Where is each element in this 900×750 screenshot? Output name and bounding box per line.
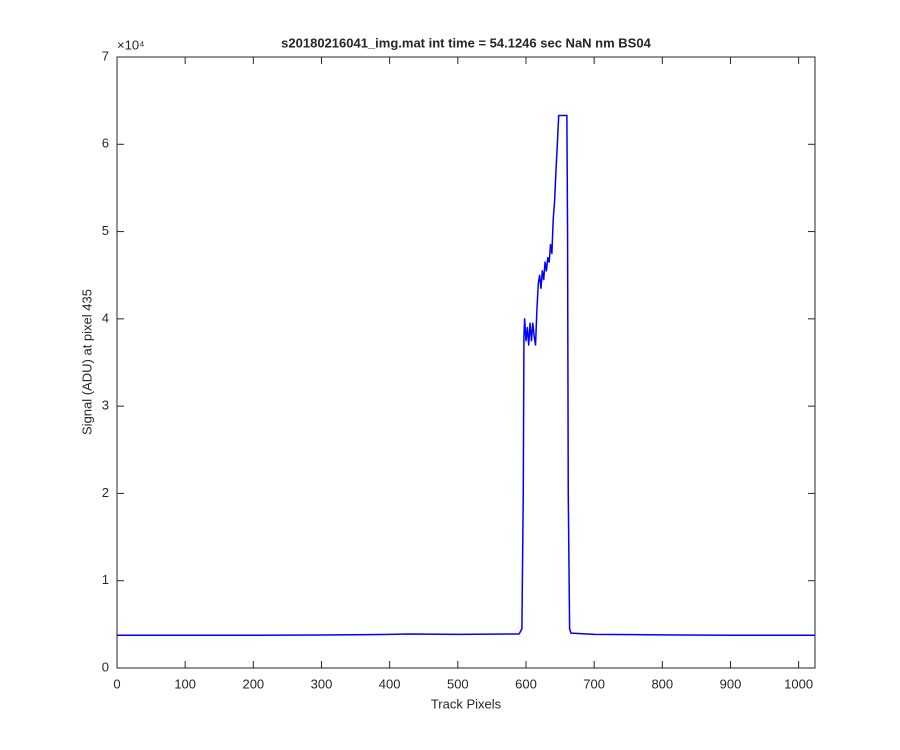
x-axis-label: Track Pixels	[431, 696, 502, 711]
y-tick-label: 7	[102, 48, 109, 63]
y-tick-label: 4	[102, 310, 109, 325]
y-tick-label: 3	[102, 398, 109, 413]
x-tick-label: 100	[174, 676, 196, 691]
x-tick-label: 800	[651, 676, 673, 691]
x-tick-label: 1000	[784, 676, 813, 691]
x-tick-label: 900	[720, 676, 742, 691]
x-tick-label: 500	[447, 676, 469, 691]
x-tick-label: 700	[583, 676, 605, 691]
x-tick-label: 200	[242, 676, 264, 691]
chart-title: s20180216041_img.mat int time = 54.1246 …	[281, 35, 651, 50]
x-tick-label: 600	[515, 676, 537, 691]
x-tick-label: 300	[311, 676, 333, 691]
x-tick-label: 400	[379, 676, 401, 691]
data-line	[117, 114, 815, 637]
y-axis-label: Signal (ADU) at pixel 435	[79, 289, 94, 435]
y-tick-label: 0	[102, 659, 109, 674]
y-tick-label: 6	[102, 136, 109, 151]
y-exponent-label: ×10⁴	[117, 37, 145, 52]
axes-box	[116, 56, 816, 669]
y-tick-label: 1	[102, 572, 109, 587]
x-tick-label: 0	[113, 676, 120, 691]
y-tick-label: 2	[102, 485, 109, 500]
y-tick-label: 5	[102, 223, 109, 238]
